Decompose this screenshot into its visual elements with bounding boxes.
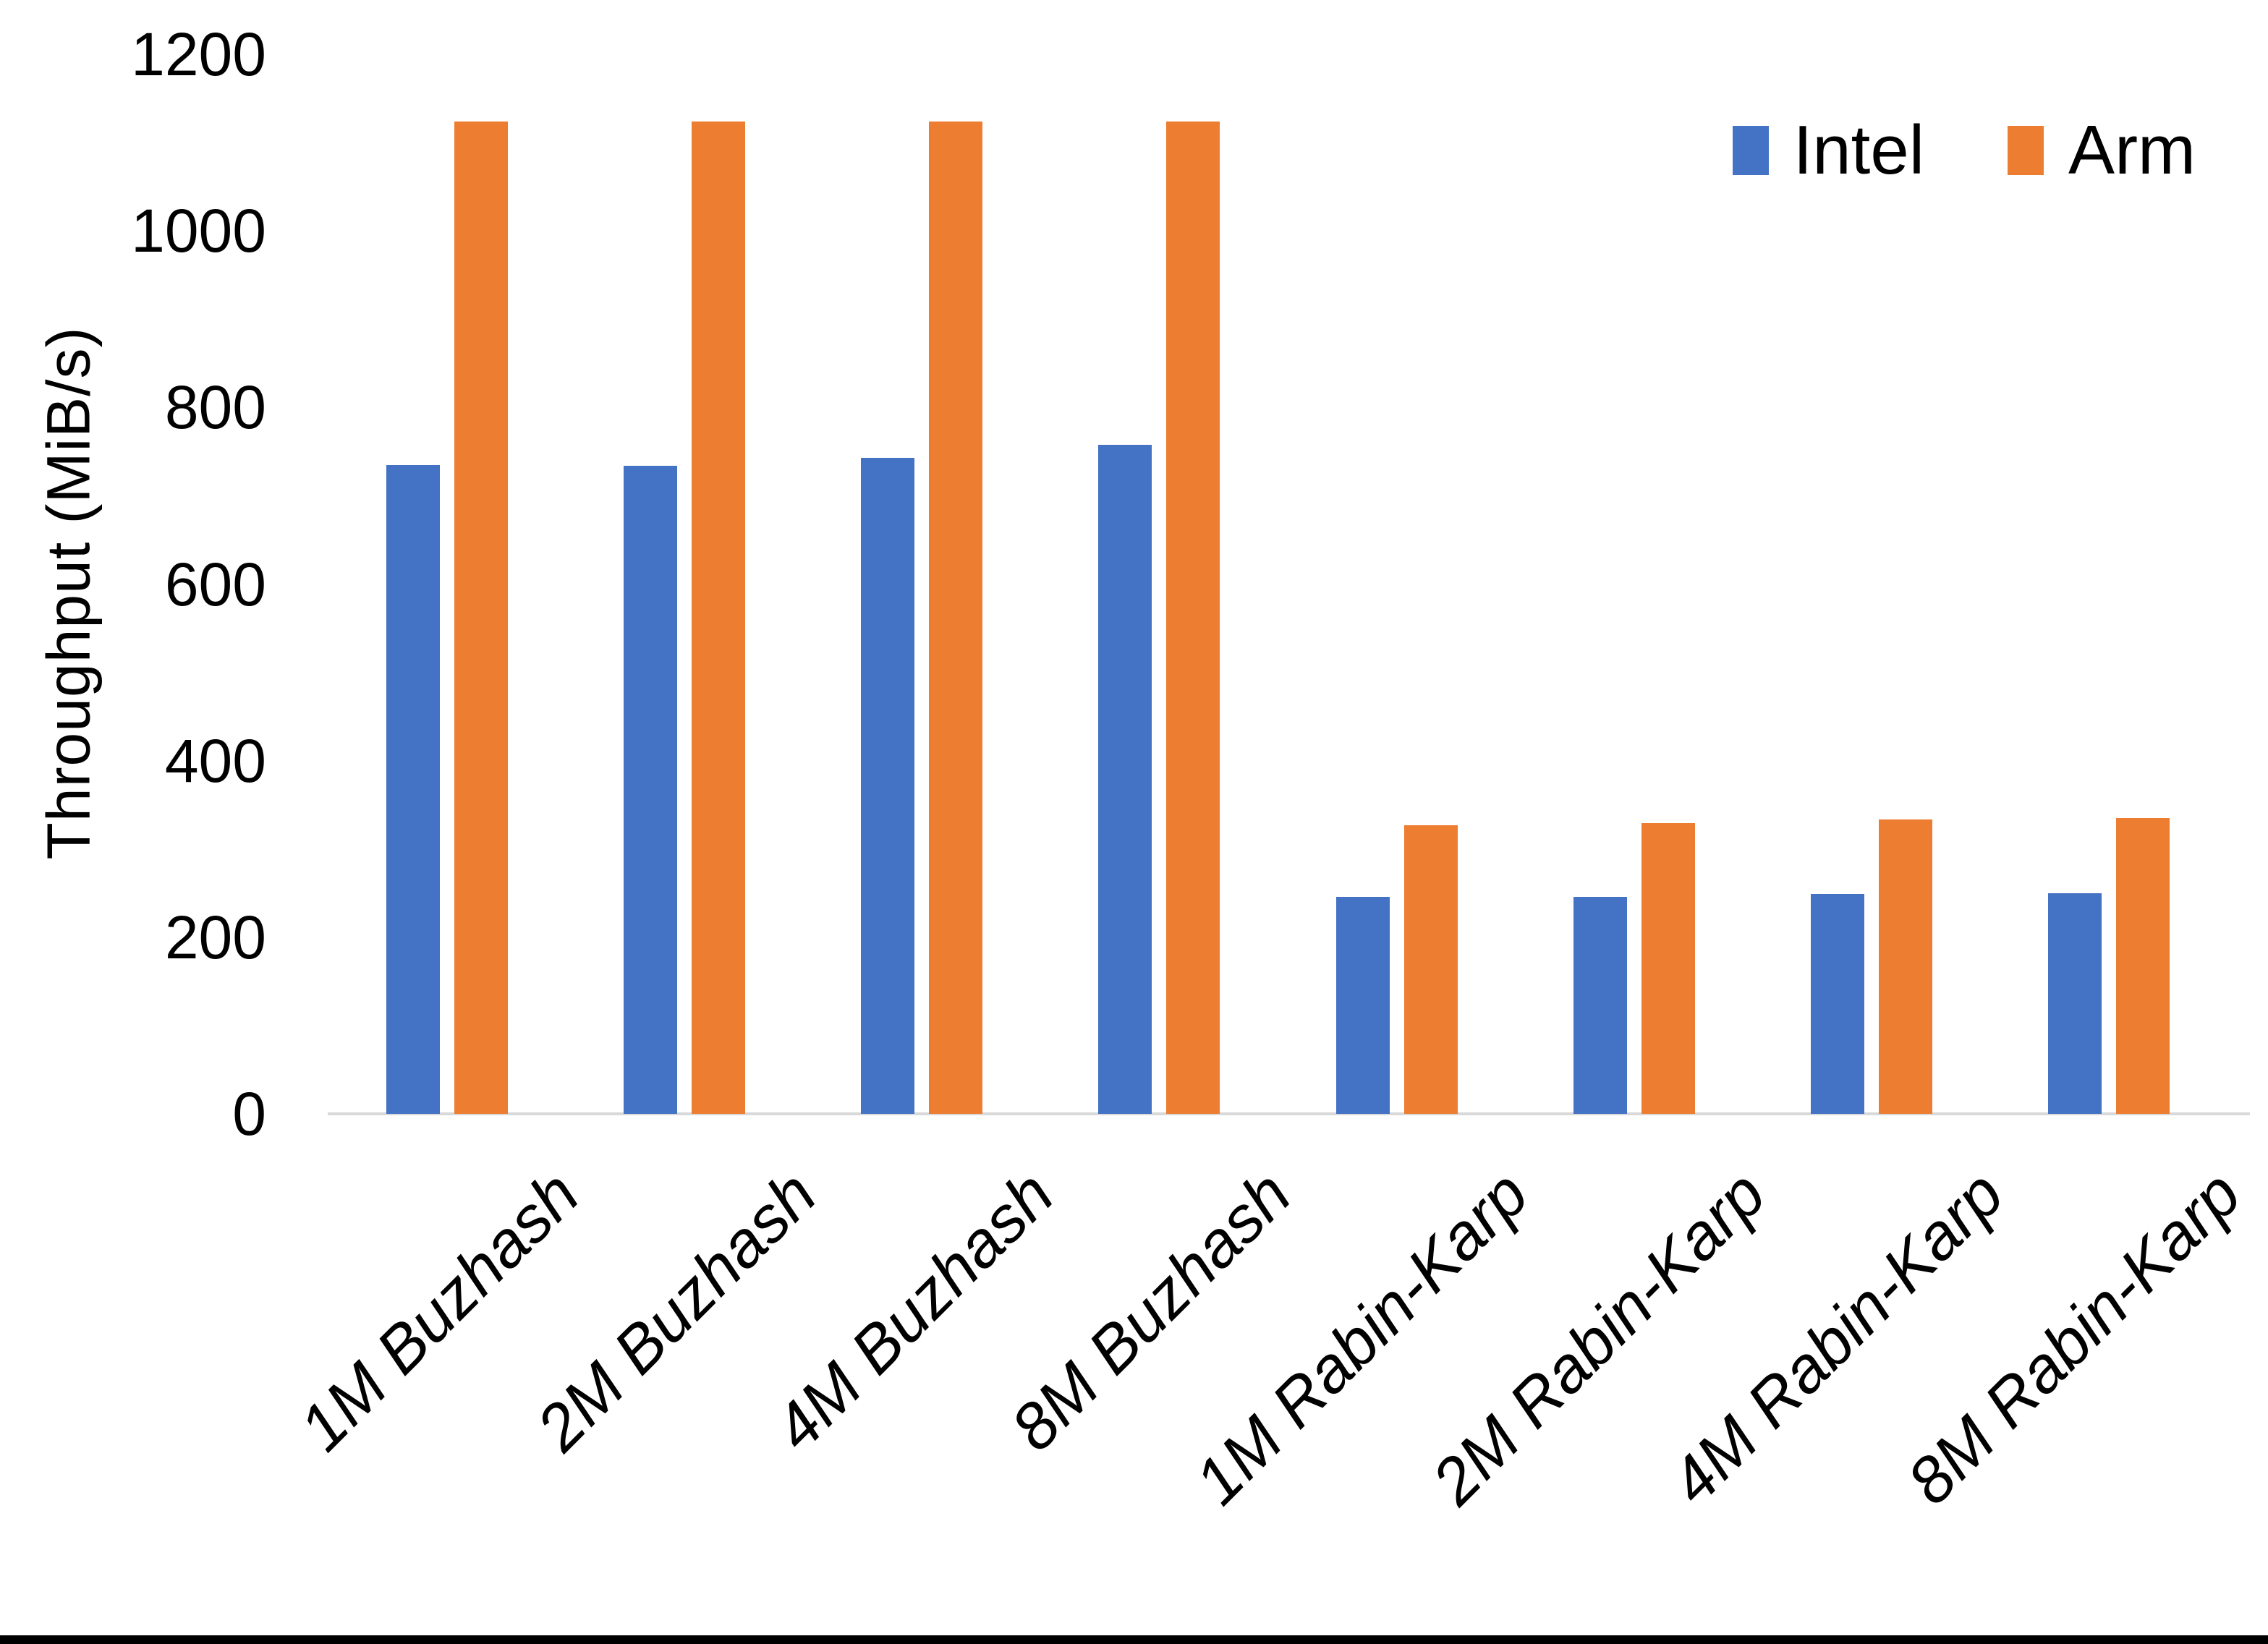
bar-arm-8m-buzhash [1166,121,1220,1114]
bottom-border [0,1635,2268,1644]
y-tick-label-400: 400 [164,726,266,795]
legend-item-arm: Arm [2008,116,2196,185]
bar-intel-4m-rabin-karp [1810,894,1864,1114]
bar-arm-4m-buzhash [929,121,983,1114]
bar-intel-2m-rabin-karp [1573,896,1627,1114]
x-axis-baseline [328,1112,2250,1115]
arm-series-swatch [2008,126,2044,175]
bar-intel-2m-buzhash [624,465,678,1114]
bar-arm-1m-buzhash [454,121,508,1114]
y-tick-label-200: 200 [164,903,266,971]
bar-arm-1m-rabin-karp [1403,825,1458,1114]
bar-intel-1m-buzhash [386,464,440,1114]
bar-intel-1m-rabin-karp [1335,896,1390,1114]
bar-intel-8m-rabin-karp [2047,893,2102,1114]
y-tick-label-0: 0 [232,1080,266,1148]
legend: Intel Arm [1732,111,2196,189]
bar-arm-8m-rabin-karp [2115,818,2170,1114]
bar-intel-4m-buzhash [861,457,915,1114]
bar-arm-2m-rabin-karp [1641,823,1695,1114]
y-tick-label-800: 800 [164,373,266,442]
y-tick-label-1000: 1000 [131,197,266,265]
intel-series-swatch [1732,126,1769,175]
legend-item-intel: Intel [1732,111,1925,189]
legend-label-intel: Intel [1793,111,1925,189]
bar-arm-4m-rabin-karp [1878,819,1932,1114]
y-tick-label-1200: 1200 [131,20,266,88]
bar-intel-8m-buzhash [1098,444,1152,1114]
y-tick-label-600: 600 [164,550,266,618]
bar-arm-2m-buzhash [692,121,746,1114]
legend-label-arm: Arm [2068,111,2196,189]
